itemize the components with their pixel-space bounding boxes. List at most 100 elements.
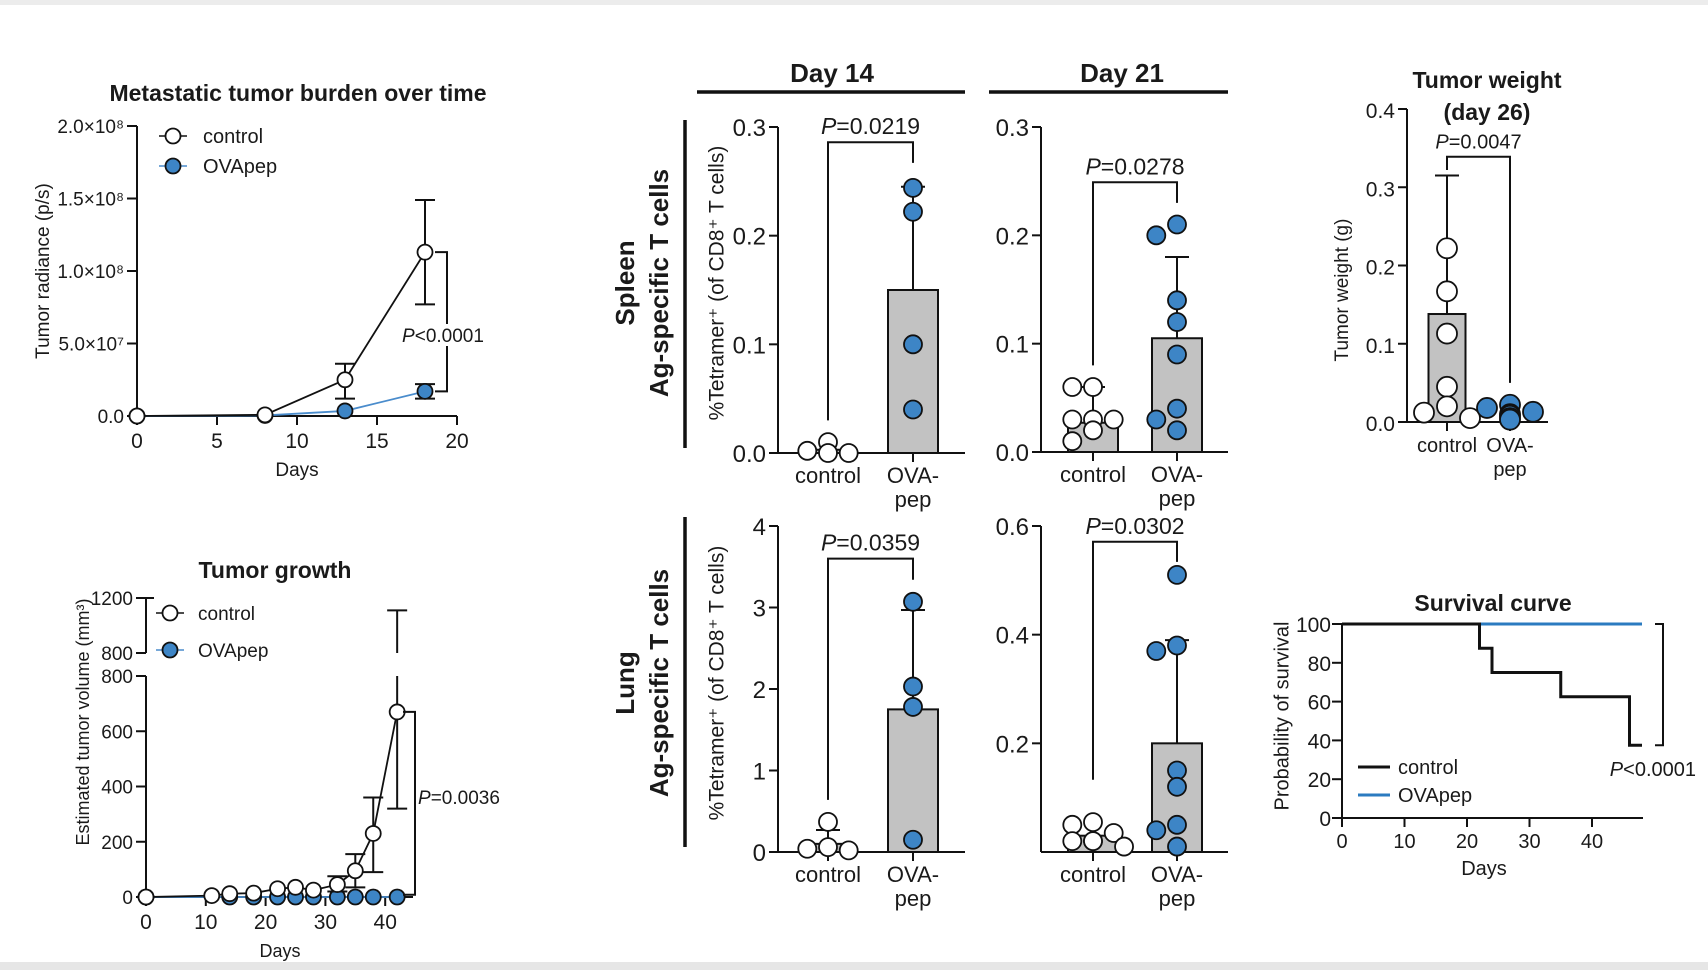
data-point-OVA-pep: [903, 591, 923, 612]
category-label: control: [1060, 462, 1126, 487]
category-label: pep: [1493, 459, 1526, 481]
data-point-control: [818, 837, 838, 858]
x-tick-label: 5: [211, 430, 223, 453]
p-value-label: P=0.0302: [1085, 513, 1184, 539]
significance-bracket: [827, 141, 914, 421]
data-point-control: [305, 881, 322, 899]
category-label: OVA-: [1151, 462, 1203, 487]
y-tick-label: 0.1: [733, 332, 766, 359]
data-point-OVA-pep: [903, 676, 923, 697]
x-tick-label: 0: [131, 430, 143, 453]
data-point-control: [1062, 377, 1083, 397]
y-tick-label: 2: [753, 677, 766, 704]
data-point-OVA-pep: [1167, 312, 1187, 332]
data-point-control: [1062, 409, 1083, 430]
legend-label: control: [1398, 757, 1458, 779]
x-tick-label: 20: [254, 911, 277, 934]
data-point-control: [1436, 280, 1458, 303]
data-point-control: [1459, 407, 1481, 429]
series-line-control: [136, 251, 426, 417]
data-point-control: [336, 371, 354, 389]
data-point-control: [1062, 431, 1083, 452]
category-label: pep: [895, 886, 932, 911]
legend-label: OVApep: [1398, 785, 1472, 807]
data-point-control: [838, 840, 859, 861]
data-point-OVA-pep: [1167, 290, 1187, 311]
data-point-OVA-pep: [903, 201, 923, 222]
data-point-OVA-pep: [1167, 420, 1187, 441]
y-tick-label: 100: [1296, 614, 1331, 637]
data-point-OVA-pep: [1522, 400, 1544, 423]
legend-label: OVApep: [203, 156, 277, 178]
x-tick-label: 20: [1456, 831, 1478, 853]
y-tick-label: 80: [1308, 653, 1331, 676]
data-point-control: [203, 887, 221, 905]
top-border: [0, 0, 1708, 5]
chart-title: Survival curve: [1414, 590, 1571, 616]
y-tick-label: 200: [101, 833, 133, 854]
p-value: =0.0036: [431, 788, 500, 809]
category-label: pep: [1159, 486, 1196, 511]
significance-bracket: [1092, 540, 1178, 780]
data-point-OVA-pep: [903, 334, 923, 355]
data-point-OVA-pep: [1167, 760, 1187, 781]
y-tick-label: 0.2: [733, 224, 766, 251]
y-tick-label: 0.1: [996, 332, 1029, 359]
category-label: control: [1417, 435, 1477, 457]
y-tick-label: 0.2: [996, 223, 1029, 250]
column-header: Day 21: [1080, 58, 1164, 88]
data-point-OVApep: [416, 382, 434, 400]
y-tick-label: 2.0×10⁸: [57, 117, 124, 138]
data-point-OVA-pep: [1167, 776, 1187, 797]
legend-marker-control: [164, 127, 182, 145]
y-tick-label: 0: [753, 840, 766, 867]
data-point-control: [1103, 823, 1124, 843]
legend-marker-control: [161, 604, 179, 622]
significance-bracket: [1092, 181, 1178, 366]
bar-OVA-pep: [887, 708, 939, 853]
chart-survival: [1332, 622, 1664, 827]
legend-label: OVApep: [198, 641, 268, 662]
y-tick-label: 0.0: [996, 440, 1029, 467]
category-label: control: [795, 463, 861, 488]
category-label: OVA-: [887, 463, 939, 488]
data-point-control: [346, 862, 364, 880]
chart-spleen_day21: [1032, 126, 1228, 461]
y-tick-label: 0: [122, 888, 133, 909]
p-value-label: P<0.0001: [402, 326, 484, 347]
significance-bracket: [827, 557, 914, 800]
y-tick-label: 0.6: [996, 514, 1029, 541]
p-italic: P: [1610, 759, 1624, 781]
p-value: =0.0278: [1101, 153, 1185, 179]
row-label-organ: Lung: [610, 651, 640, 715]
significance-bracket: [435, 251, 448, 393]
legend-marker-OVApep: [164, 157, 182, 175]
data-point-control: [1062, 814, 1083, 835]
category-label: OVA-: [1486, 435, 1533, 457]
y-tick-label: 0.0: [733, 441, 766, 468]
chart-metastatic_burden: [127, 125, 485, 425]
y-tick-label: 4: [753, 514, 766, 541]
data-point-control: [364, 825, 382, 842]
bottom-border: [0, 962, 1708, 970]
chart-title: Tumor growth: [199, 557, 352, 583]
p-value: <0.0001: [415, 326, 484, 347]
x-tick-label: 10: [194, 911, 217, 934]
chart-lung_day14: [769, 525, 965, 861]
data-point-control: [256, 406, 274, 424]
data-point-OVA-pep: [1476, 397, 1498, 419]
category-label: pep: [895, 487, 932, 512]
data-point-OVA-pep: [1146, 225, 1167, 246]
y-axis-label: Tumor weight (g): [1332, 219, 1353, 362]
y-tick-label: 800: [101, 667, 133, 688]
row-label-organ: Spleen: [610, 240, 640, 325]
p-italic: P: [821, 530, 837, 556]
p-value-label: P=0.0047: [1435, 132, 1521, 154]
x-tick-label: 10: [1393, 831, 1415, 853]
category-label: control: [795, 862, 861, 887]
category-label: pep: [1159, 886, 1196, 911]
data-point-control: [1436, 237, 1458, 260]
p-italic: P: [418, 788, 431, 809]
category-label: OVA-: [1151, 862, 1203, 887]
data-point-control: [1413, 401, 1435, 424]
